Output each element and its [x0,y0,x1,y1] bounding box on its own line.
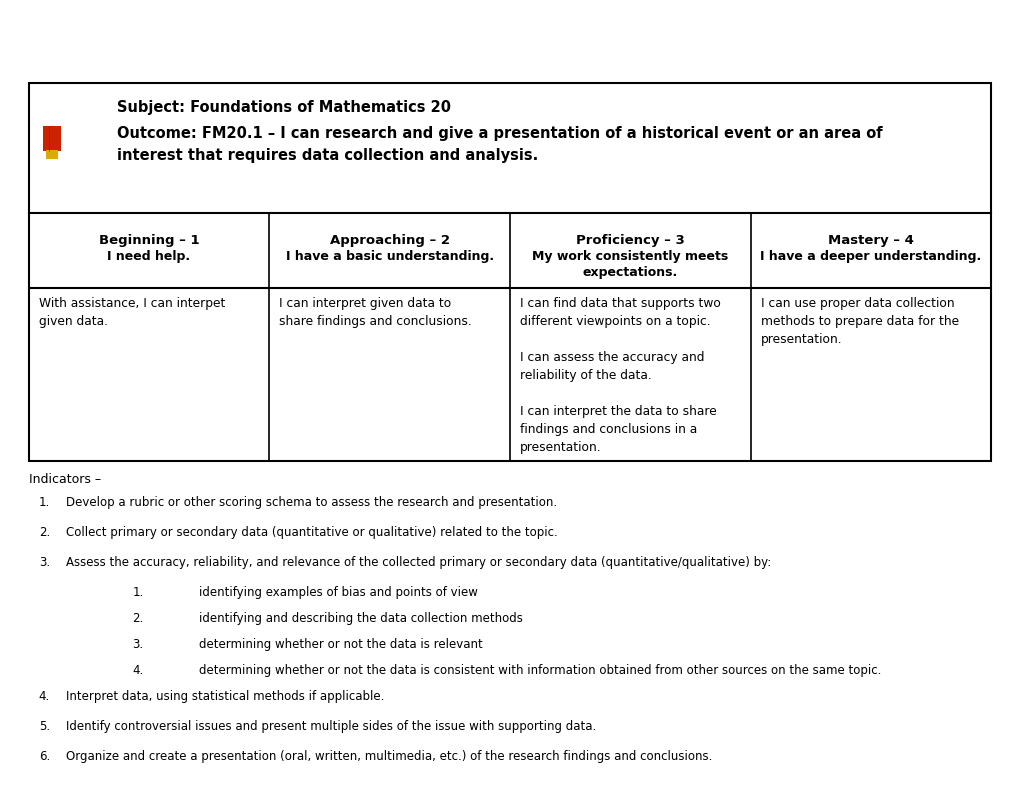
Text: I can find data that supports two
different viewpoints on a topic.

I can assess: I can find data that supports two differ… [520,297,720,454]
Text: Collect primary or secondary data (quantitative or qualitative) related to the t: Collect primary or secondary data (quant… [66,526,557,539]
Text: determining whether or not the data is relevant: determining whether or not the data is r… [199,638,482,651]
Text: I can interpret given data to
share findings and conclusions.: I can interpret given data to share find… [279,297,472,328]
Text: 4.: 4. [132,664,144,677]
Text: Interpret data, using statistical methods if applicable.: Interpret data, using statistical method… [66,690,384,703]
Bar [43,126,61,151]
Text: Identify controversial issues and present multiple sides of the issue with suppo: Identify controversial issues and presen… [66,720,596,733]
Text: 2.: 2. [39,526,50,539]
Text: I need help.: I need help. [107,250,191,262]
Text: Mastery – 4: Mastery – 4 [827,234,913,247]
Text: Beginning – 1: Beginning – 1 [99,234,199,247]
Text: Approaching – 2: Approaching – 2 [329,234,449,247]
Text: 3.: 3. [132,638,144,651]
Text: Proficiency – 3: Proficiency – 3 [576,234,684,247]
Text: 1.: 1. [132,586,144,599]
Text: identifying examples of bias and points of view: identifying examples of bias and points … [199,586,477,599]
Text: determining whether or not the data is consistent with information obtained from: determining whether or not the data is c… [199,664,880,677]
Text: I have a basic understanding.: I have a basic understanding. [285,250,493,262]
Text: I have a deeper understanding.: I have a deeper understanding. [760,250,980,262]
Text: identifying and describing the data collection methods: identifying and describing the data coll… [199,612,523,625]
Text: 6.: 6. [39,750,50,763]
Bar [46,150,58,159]
Text: 1.: 1. [39,496,50,509]
Text: With assistance, I can interpet
given data.: With assistance, I can interpet given da… [39,297,225,328]
Text: My work consistently meets
expectations.: My work consistently meets expectations. [532,250,728,279]
Text: 2.: 2. [132,612,144,625]
Text: Outcome: FM20.1 – I can research and give a presentation of a historical event o: Outcome: FM20.1 – I can research and giv… [117,126,882,162]
Text: Indicators –: Indicators – [29,473,101,485]
Text: Assess the accuracy, reliability, and relevance of the collected primary or seco: Assess the accuracy, reliability, and re… [66,556,770,569]
Text: Develop a rubric or other scoring schema to assess the research and presentation: Develop a rubric or other scoring schema… [66,496,556,509]
Text: Organize and create a presentation (oral, written, multimedia, etc.) of the rese: Organize and create a presentation (oral… [66,750,712,763]
Text: 3.: 3. [39,556,50,569]
Bar [29,83,990,461]
Text: Subject: Foundations of Mathematics 20: Subject: Foundations of Mathematics 20 [117,100,450,115]
Text: 4.: 4. [39,690,50,703]
Text: 5.: 5. [39,720,50,733]
Text: I can use proper data collection
methods to prepare data for the
presentation.: I can use proper data collection methods… [760,297,958,346]
